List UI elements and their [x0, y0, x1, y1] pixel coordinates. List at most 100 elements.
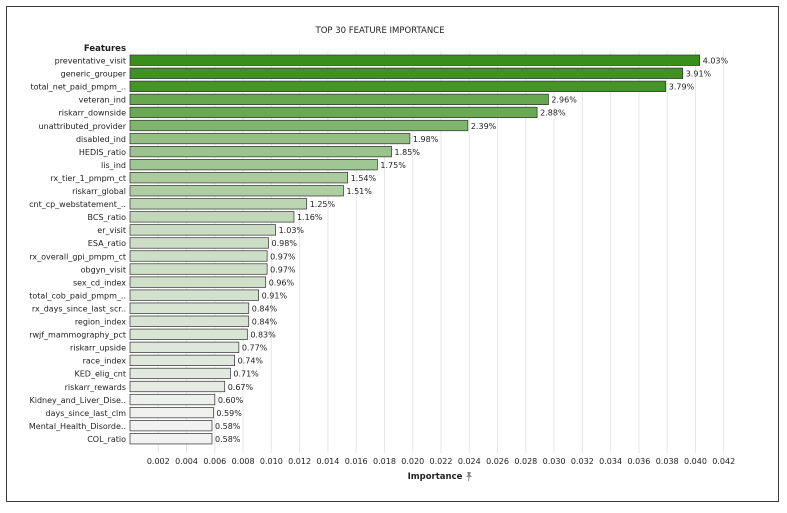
bar[interactable]: [129, 159, 378, 171]
bar[interactable]: [129, 367, 231, 380]
x-tick-label: 0.004: [175, 457, 198, 466]
value-label: 0.83%: [250, 331, 276, 340]
category-label: preventative_visit: [55, 57, 126, 66]
bar[interactable]: [129, 67, 684, 79]
value-labels: 4.03% 3.91% 3.79% 2.96% 2.88% 2.39% 1.98% 1.85%…: [215, 57, 729, 444]
category-label: unattributed_provider: [39, 122, 127, 131]
bar[interactable]: [129, 341, 240, 353]
value-label: 2.96%: [551, 96, 577, 105]
feature-importance-chart: preventative_visit generic_grouper total_n…: [29, 26, 735, 482]
category-label: HEDIS_ratio: [79, 148, 126, 157]
x-tick-label: 0.016: [345, 457, 368, 466]
chart-title: TOP 30 FEATURE IMPORTANCE: [315, 26, 445, 36]
pin-icon[interactable]: [466, 472, 472, 482]
category-label: days_since_last_clm: [45, 409, 126, 418]
x-tick-label: 0.024: [458, 457, 481, 466]
bar[interactable]: [129, 407, 214, 419]
category-label: sex_cd_index: [73, 278, 126, 287]
value-label: 0.77%: [242, 344, 268, 353]
bar[interactable]: [129, 211, 295, 223]
value-label: 1.54%: [351, 174, 377, 183]
x-tick-label: 0.018: [373, 457, 396, 466]
bar[interactable]: [129, 119, 469, 132]
x-tick-label: 0.028: [514, 457, 537, 466]
bar[interactable]: [129, 289, 259, 301]
category-label: er_visit: [97, 226, 126, 235]
value-label: 0.58%: [215, 435, 241, 444]
bar[interactable]: [129, 172, 349, 184]
bar[interactable]: [129, 106, 538, 119]
value-label: 0.60%: [218, 396, 244, 405]
category-label: total_cob_paid_pmpm_..: [29, 291, 126, 300]
bar[interactable]: [129, 393, 216, 406]
value-label: 0.98%: [272, 239, 298, 248]
bar[interactable]: [129, 54, 701, 66]
bar[interactable]: [129, 354, 235, 366]
value-label: 0.91%: [262, 291, 288, 300]
category-label: BCS_ratio: [88, 213, 127, 222]
category-label: rx_tier_1_pmpm_ct: [50, 174, 126, 183]
category-label: ESA_ratio: [88, 239, 126, 248]
category-label: cnt_cp_webstatement_..: [29, 200, 126, 209]
value-label: 3.91%: [686, 70, 712, 79]
x-axis-label: Importance: [408, 472, 463, 482]
value-label: 0.59%: [216, 409, 242, 418]
value-label: 0.97%: [270, 265, 296, 274]
x-tick-label: 0.036: [627, 457, 650, 466]
category-label: Kidney_and_Liver_Dise..: [29, 396, 126, 405]
bar[interactable]: [129, 328, 248, 340]
x-tick-label: 0.006: [203, 457, 226, 466]
value-label: 2.39%: [471, 122, 497, 131]
value-label: 1.51%: [346, 187, 372, 196]
bar[interactable]: [129, 198, 308, 210]
value-label: 0.96%: [269, 278, 295, 287]
bar[interactable]: [129, 433, 213, 445]
value-label: 1.03%: [279, 226, 305, 235]
category-label: veteran_ind: [79, 96, 126, 105]
category-label: disabled_ind: [76, 135, 126, 144]
bar[interactable]: [129, 263, 268, 275]
bar[interactable]: [129, 80, 667, 92]
value-label: 1.85%: [395, 148, 421, 157]
category-label: rwjf_mammography_pct: [29, 331, 126, 340]
category-label: total_net_paid_pmpm_..: [30, 83, 126, 92]
x-tick-label: 0.022: [430, 457, 453, 466]
bar[interactable]: [129, 132, 411, 145]
x-tick-label: 0.010: [260, 457, 283, 466]
x-tick-label: 0.014: [316, 457, 339, 466]
value-label: 1.98%: [413, 135, 439, 144]
bar[interactable]: [129, 224, 276, 236]
bar[interactable]: [129, 315, 250, 327]
bar[interactable]: [129, 93, 549, 106]
bar[interactable]: [129, 276, 267, 288]
bar[interactable]: [129, 420, 213, 432]
bar[interactable]: [129, 146, 392, 158]
bar[interactable]: [129, 237, 269, 249]
value-label: 0.84%: [252, 304, 278, 313]
category-label: riskarr_rewards: [65, 383, 126, 392]
x-tick-label: 0.038: [656, 457, 679, 466]
category-label: lis_ind: [101, 161, 126, 170]
value-label: 0.97%: [270, 252, 296, 261]
bar[interactable]: [129, 185, 344, 197]
category-label: rx_days_since_last_scr..: [32, 304, 126, 313]
category-label: Mental_Health_Disorde..: [29, 422, 126, 431]
category-label: riskarr_upside: [70, 344, 126, 353]
bar[interactable]: [129, 302, 250, 314]
category-label: generic_grouper: [61, 70, 127, 79]
x-tick-label: 0.012: [288, 457, 311, 466]
category-label: riskarr_downside: [59, 109, 127, 118]
value-label: 3.79%: [669, 83, 695, 92]
category-label: race_index: [83, 357, 127, 366]
x-tick-label: 0.034: [599, 457, 622, 466]
value-label: 0.74%: [238, 357, 264, 366]
category-label: KED_elig_cnt: [74, 370, 126, 379]
category-label: rx_overall_gpi_pmpm_ct: [29, 252, 126, 261]
bar[interactable]: [129, 380, 226, 393]
chart-frame: preventative_visit generic_grouper total_n…: [6, 6, 779, 502]
bar[interactable]: [129, 250, 268, 262]
x-tick-label: 0.026: [486, 457, 509, 466]
category-labels: preventative_visit generic_grouper total_n…: [29, 57, 127, 444]
value-label: 0.67%: [228, 383, 254, 392]
x-tick-label: 0.032: [571, 457, 594, 466]
